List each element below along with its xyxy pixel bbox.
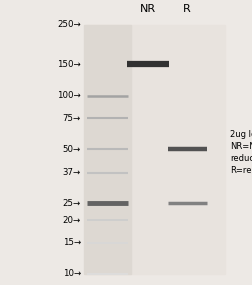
Text: 2ug loading
NR=Non-
reduced
R=reduced: 2ug loading NR=Non- reduced R=reduced — [230, 130, 252, 175]
Text: 75→: 75→ — [62, 114, 81, 123]
Bar — [86, 25, 225, 274]
Text: 10→: 10→ — [62, 269, 81, 278]
Text: 50→: 50→ — [62, 145, 81, 154]
Text: 25→: 25→ — [62, 199, 81, 207]
Text: 250→: 250→ — [57, 21, 81, 29]
Text: NR: NR — [140, 4, 156, 14]
Text: 20→: 20→ — [62, 216, 81, 225]
Text: 15→: 15→ — [62, 238, 81, 247]
Text: 150→: 150→ — [57, 60, 81, 69]
Text: R: R — [183, 4, 191, 14]
Text: 100→: 100→ — [57, 91, 81, 100]
Text: 37→: 37→ — [62, 168, 81, 177]
Bar — [84, 25, 131, 274]
